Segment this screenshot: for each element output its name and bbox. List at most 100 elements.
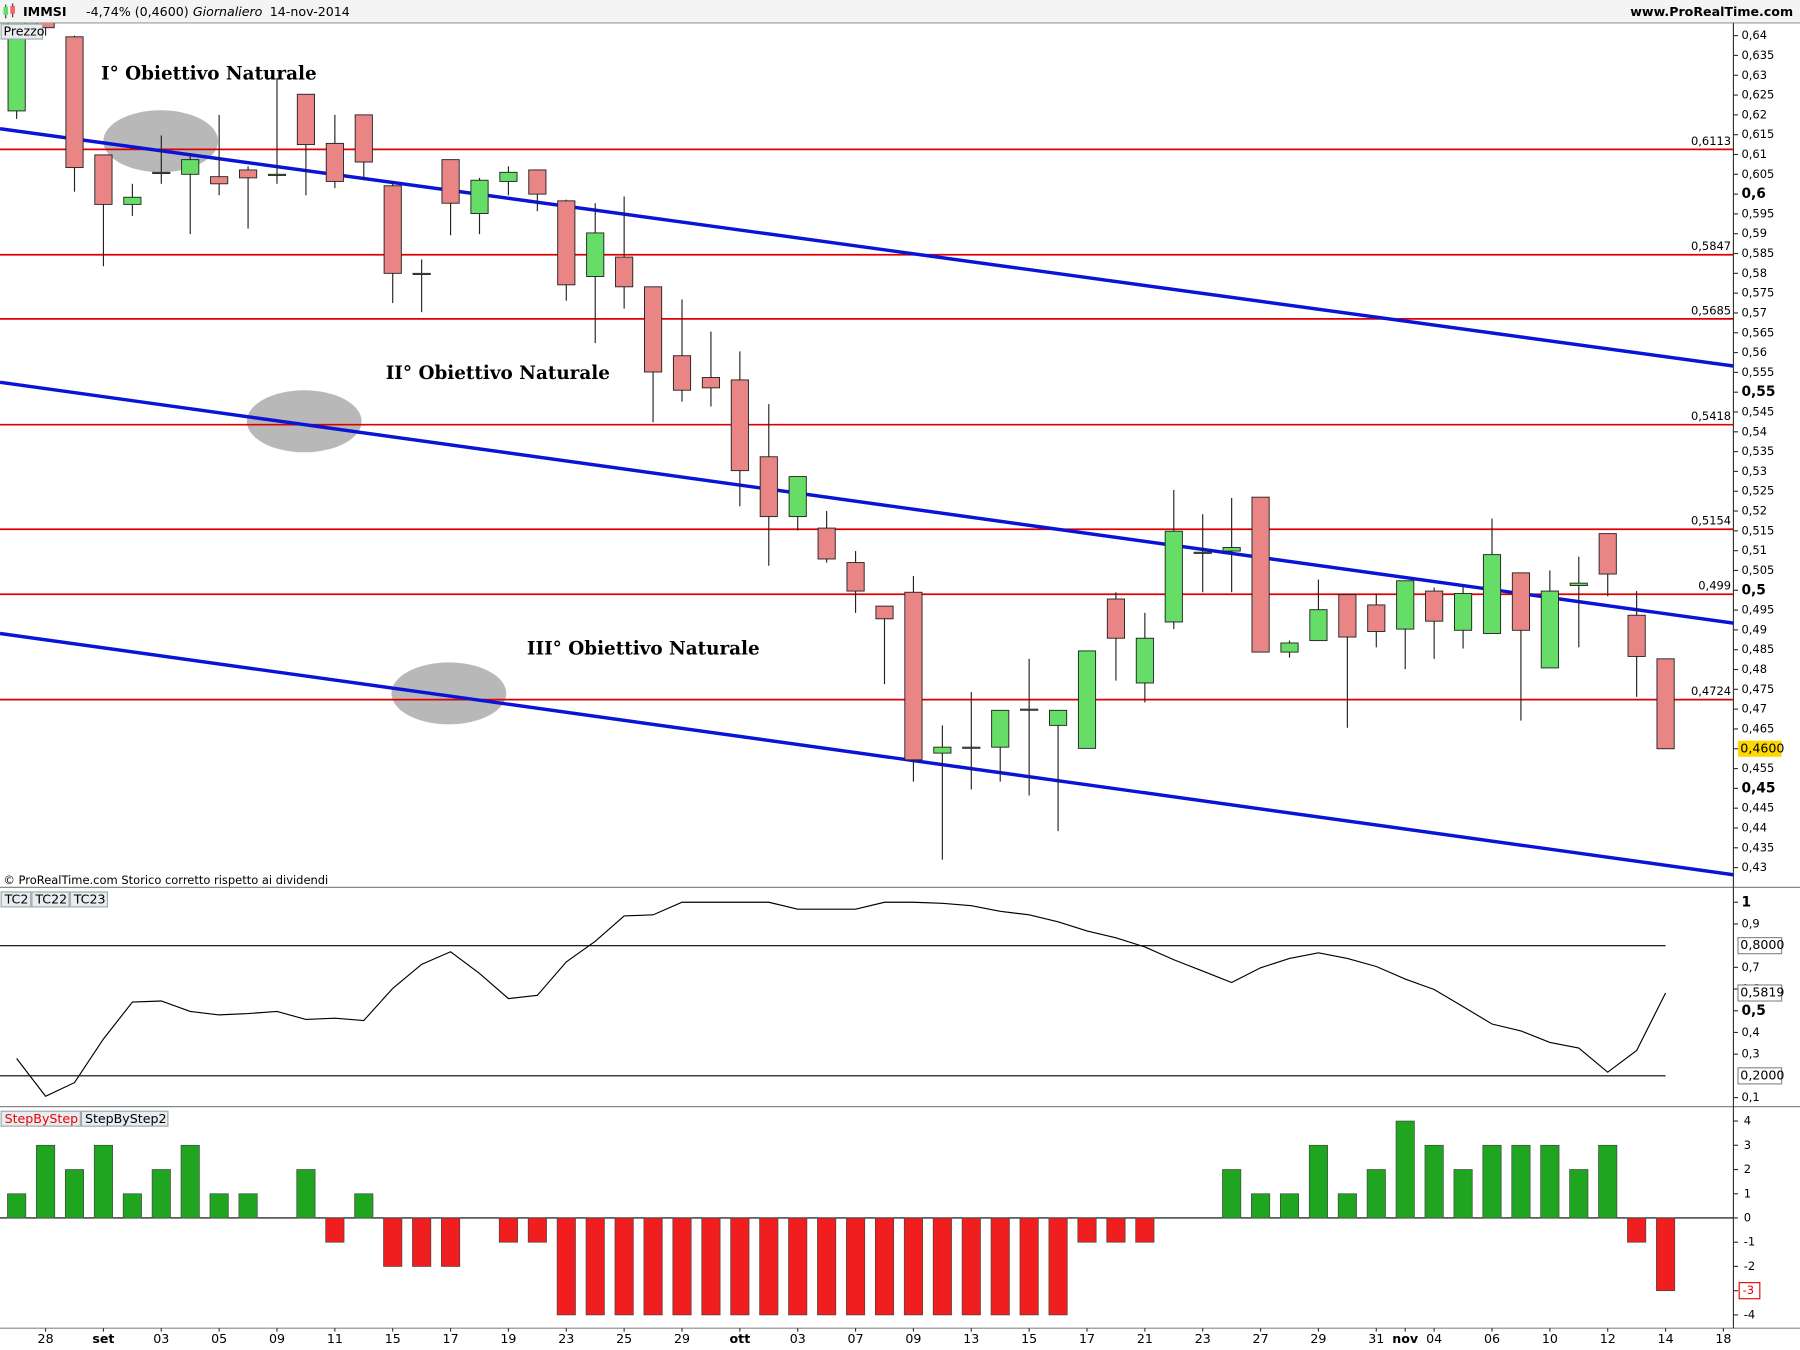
legend-label: StepByStep — [5, 1111, 79, 1126]
bar — [788, 1217, 808, 1316]
bar — [441, 1217, 461, 1267]
y-tick-label: 0,43 — [1741, 860, 1767, 874]
y-tick-label: 0,54 — [1741, 424, 1767, 438]
last-price-box — [1738, 740, 1782, 757]
candle-body — [817, 527, 836, 560]
candle-body — [933, 746, 952, 754]
candle-body — [672, 355, 692, 391]
period: Giornaliero — [193, 4, 263, 19]
candle-body — [1106, 598, 1125, 639]
x-tick-label: 15 — [385, 1331, 401, 1346]
y-tick-label: 0,445 — [1741, 801, 1774, 815]
y-tick-label: 0,57 — [1741, 305, 1767, 319]
candle-body — [759, 456, 778, 518]
legend-box — [0, 1110, 81, 1127]
y-tick-label: 0,55 — [1741, 384, 1775, 400]
candle-body — [1193, 551, 1212, 554]
level-label: 0,5847 — [1691, 239, 1731, 253]
y-tick-label: 0,45 — [1741, 780, 1775, 796]
candle-body — [354, 114, 373, 163]
candle-body — [701, 377, 720, 389]
x-tick-label: 11 — [327, 1331, 343, 1346]
y-tick-label: 0,605 — [1741, 167, 1774, 181]
y-tick-label: 0,635 — [1741, 48, 1774, 62]
bar — [614, 1217, 634, 1316]
y-tick-label: 0,455 — [1741, 761, 1774, 775]
trendline — [0, 127, 1734, 368]
candle-body — [1454, 592, 1473, 631]
y-tick-label: 0,525 — [1741, 484, 1774, 498]
bar — [672, 1217, 692, 1316]
y-tick-label: 0,4 — [1741, 1025, 1759, 1039]
y-tick-label: 0 — [1744, 1210, 1751, 1224]
annotation: II° Obiettivo Naturale — [386, 363, 610, 384]
y-tick-label: 0,61 — [1741, 147, 1767, 161]
bar — [1569, 1169, 1589, 1219]
y-tick-label: 0,465 — [1741, 721, 1774, 735]
x-tick-label: 12 — [1600, 1331, 1616, 1346]
candle-body — [991, 709, 1010, 748]
y-tick-label: 0,475 — [1741, 682, 1774, 696]
y-tick-label: 0,615 — [1741, 127, 1774, 141]
y-tick-label: 0,535 — [1741, 444, 1774, 458]
legend-box — [0, 23, 44, 40]
y-tick-label: 0,53 — [1741, 464, 1767, 478]
y-tick-label: 0,495 — [1741, 603, 1774, 617]
y-tick-label: 1 — [1741, 894, 1751, 910]
candle-body — [152, 171, 171, 174]
x-tick-label: 17 — [1079, 1331, 1095, 1346]
bar — [238, 1193, 258, 1219]
legend-box — [31, 891, 70, 908]
candle-body — [1280, 642, 1299, 653]
bar — [527, 1217, 547, 1243]
x-tick-label: 05 — [211, 1331, 227, 1346]
candle-body — [1251, 496, 1270, 653]
candle-body — [412, 272, 431, 275]
symbol: IMMSI — [23, 4, 67, 19]
bar — [585, 1217, 605, 1316]
x-tick-label: 17 — [443, 1331, 459, 1346]
x-tick-label: 23 — [558, 1331, 574, 1346]
candle-body — [1077, 650, 1097, 749]
bar — [1540, 1144, 1560, 1219]
bar — [209, 1193, 229, 1219]
bar — [1279, 1193, 1300, 1219]
change: -4,74% (0,4600) — [86, 4, 189, 19]
level-label: 0,5685 — [1691, 303, 1731, 317]
y-tick-label: 0,64 — [1741, 28, 1767, 42]
y-tick-label: 0,5 — [1741, 582, 1765, 598]
level-label: 0,499 — [1698, 579, 1731, 593]
bar — [990, 1217, 1010, 1316]
y-tick-label: 3 — [1744, 1138, 1751, 1152]
bar — [1222, 1169, 1242, 1219]
candle-body — [181, 159, 200, 175]
candle-body — [557, 200, 576, 286]
bar — [1337, 1193, 1357, 1219]
y-tick-label: 0,545 — [1741, 405, 1774, 419]
y-tick-label: 0,485 — [1741, 642, 1774, 656]
y-tick-label: 0,505 — [1741, 563, 1774, 577]
legend-label: StepByStep2 — [85, 1111, 167, 1126]
bar — [903, 1217, 923, 1316]
bar — [1251, 1193, 1271, 1219]
y-tick-label: 0,1 — [1741, 1090, 1759, 1104]
bar — [498, 1217, 518, 1243]
candle-body — [1309, 609, 1328, 642]
y-tick-label: 4 — [1744, 1114, 1751, 1128]
x-tick-label: 31 — [1368, 1331, 1384, 1346]
candle-body — [325, 142, 344, 182]
candle-body — [239, 169, 258, 179]
bar — [817, 1217, 837, 1316]
last-price-label: 0,4600 — [1740, 740, 1784, 755]
bar — [730, 1217, 750, 1316]
y-tick-label: 1 — [1744, 1186, 1751, 1200]
x-tick-label: 09 — [905, 1331, 921, 1346]
y-tick-label: -1 — [1744, 1235, 1755, 1249]
footnote: © ProRealTime.com Storico corretto rispe… — [3, 873, 328, 887]
candle-body — [1135, 637, 1154, 684]
legend-box — [69, 891, 109, 908]
y-tick-label: 0,9 — [1741, 916, 1759, 930]
bar — [1135, 1217, 1155, 1243]
candle-body — [210, 176, 229, 185]
site: www.ProRealTime.com — [1630, 4, 1793, 19]
